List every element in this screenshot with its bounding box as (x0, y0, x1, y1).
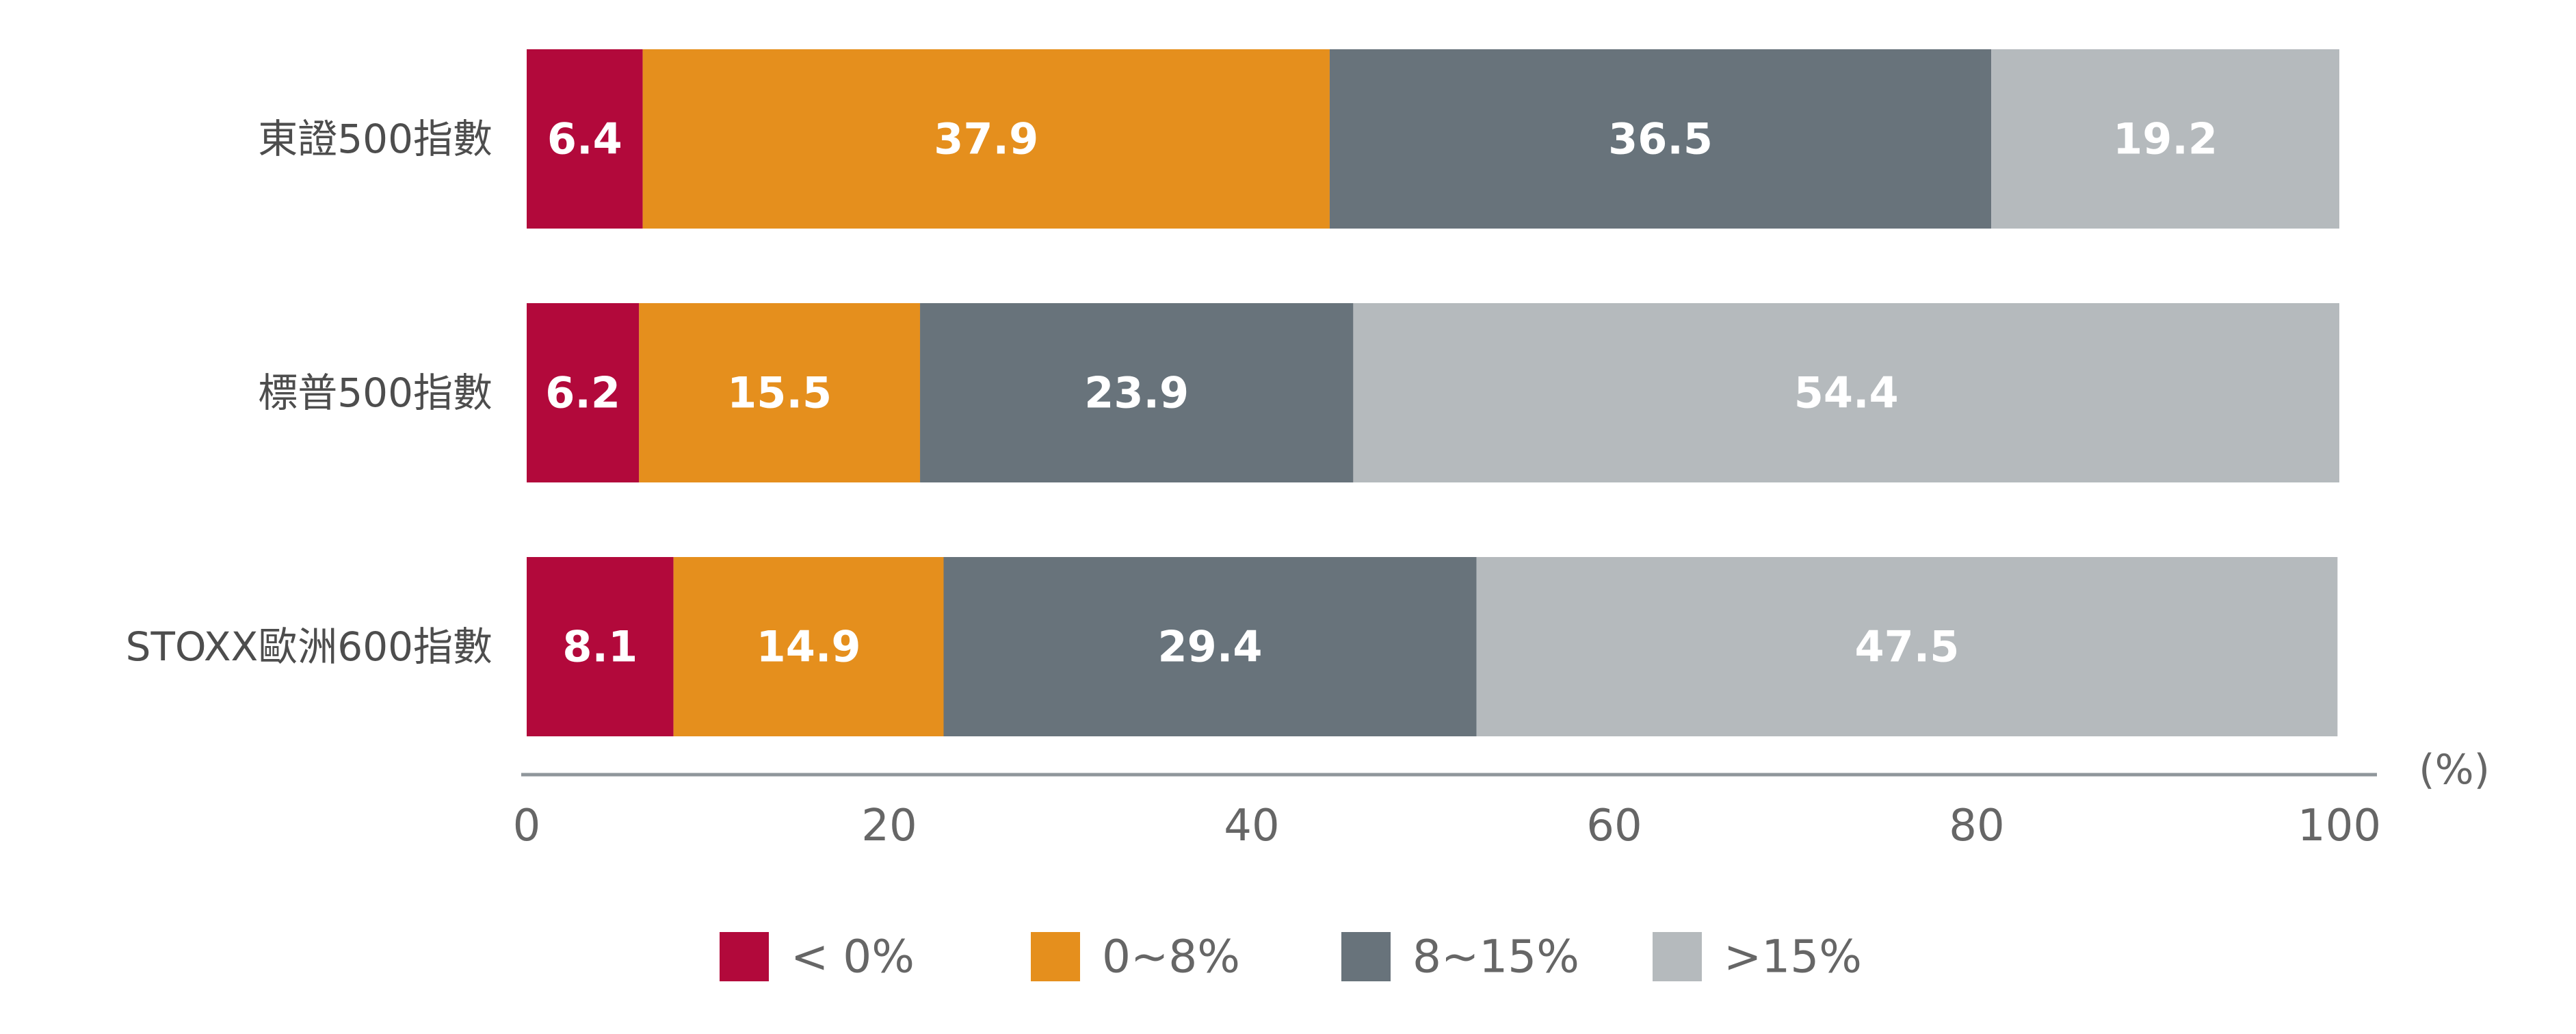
category-label: 東證500指數 (258, 116, 492, 162)
bar-segment (642, 49, 1330, 229)
x-axis: 0 20 40 60 80 100 (%) (513, 746, 2490, 851)
data-label: 29.4 (1158, 622, 1263, 672)
legend-swatch (720, 932, 769, 981)
bar-segment (527, 557, 674, 736)
legend-label: 8~15% (1412, 931, 1579, 983)
bar-segment (673, 557, 944, 736)
legend-swatch (1653, 932, 1702, 981)
x-axis-unit: (%) (2419, 746, 2490, 794)
bar-segment (1329, 49, 1992, 229)
bar-segment (527, 303, 640, 482)
legend-swatch (1341, 932, 1391, 981)
data-label: 54.4 (1794, 368, 1899, 418)
legend-label: < 0% (791, 931, 915, 983)
bars-group: 6.4 37.9 36.5 19.2 6.2 15.5 23.9 54.4 8.1 14.9 29.… (527, 49, 2339, 736)
category-label: STOXX歐洲600指數 (126, 623, 492, 670)
bar-segment (1353, 303, 2339, 482)
legend: < 0% 0~8% 8~15% >15% (720, 931, 1862, 983)
x-tick-label: 60 (1586, 801, 1642, 851)
data-label: 36.5 (1608, 114, 1713, 164)
x-tick-label: 80 (1949, 801, 2004, 851)
data-label: 15.5 (727, 368, 832, 418)
bar-segment (920, 303, 1354, 482)
bar-segment (1476, 557, 2338, 736)
legend-swatch (1031, 932, 1080, 981)
data-label: 8.1 (562, 622, 638, 672)
data-label: 23.9 (1084, 368, 1189, 418)
legend-label: 0~8% (1102, 931, 1240, 983)
data-label: 6.4 (547, 114, 622, 164)
data-label: 47.5 (1854, 622, 1959, 672)
x-tick-label: 100 (2298, 801, 2381, 851)
x-tick-label: 0 (513, 801, 541, 851)
bar-segment (943, 557, 1477, 736)
bar-segment (527, 49, 643, 229)
category-label: 標普500指數 (258, 370, 492, 416)
bar-segment (1991, 49, 2339, 229)
legend-label: >15% (1724, 931, 1862, 983)
x-tick-label: 40 (1224, 801, 1279, 851)
data-label: 37.9 (934, 114, 1038, 164)
data-label: 14.9 (757, 622, 861, 672)
data-label: 6.2 (545, 368, 620, 418)
data-label: 19.2 (2113, 114, 2218, 164)
bar-segment (639, 303, 921, 482)
x-tick-label: 20 (861, 801, 917, 851)
